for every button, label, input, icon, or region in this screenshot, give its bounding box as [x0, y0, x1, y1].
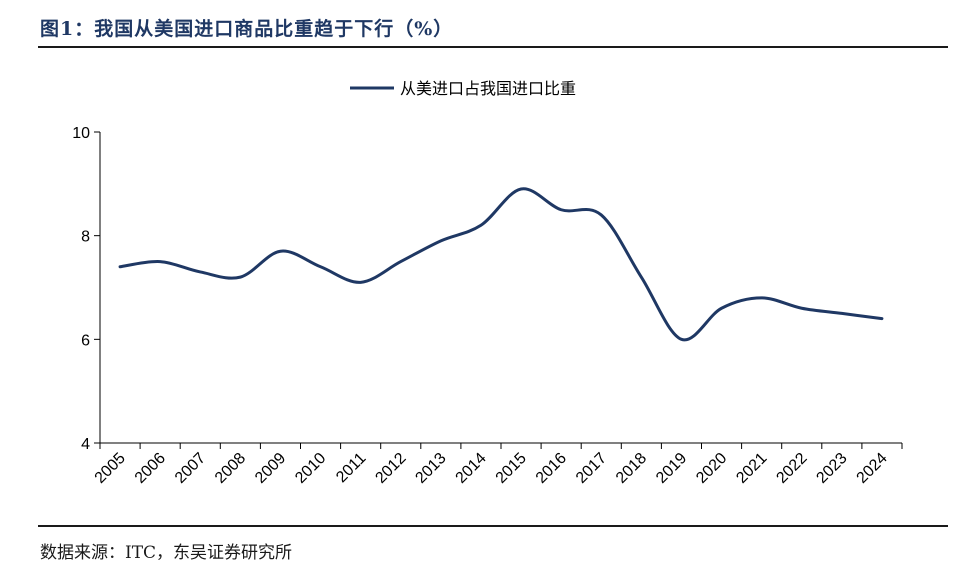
- x-tick-label: 2009: [252, 450, 289, 487]
- y-axis: 4 6 8 10: [72, 125, 101, 453]
- figure-title: 图1：我国从美国进口商品比重趋于下行（%）: [40, 18, 454, 40]
- x-tick-label: 2007: [172, 450, 209, 487]
- x-tick-label: 2012: [372, 450, 409, 487]
- x-tick-label: 2013: [412, 450, 449, 487]
- x-tick-label: 2005: [92, 450, 129, 487]
- legend: 从美进口占我国进口比重: [350, 79, 576, 98]
- x-tick-label: 2023: [813, 450, 850, 487]
- x-tick-label: 2011: [333, 450, 369, 486]
- x-tick-label: 2015: [493, 450, 530, 487]
- x-tick-label: 2006: [132, 450, 169, 487]
- source-note: 数据来源：ITC，东吴证券研究所: [40, 543, 293, 563]
- x-axis: 2005 2006 2007 2008 2009 2010 2011 2012 2013 2014…: [92, 442, 903, 487]
- series-line: [118, 187, 884, 342]
- x-tick-label: 2020: [693, 450, 730, 487]
- legend-label: 从美进口占我国进口比重: [400, 79, 576, 98]
- top-rule: [38, 46, 948, 48]
- series-group: [118, 187, 884, 342]
- y-tick-label: 10: [72, 125, 90, 142]
- x-tick-label: 2016: [533, 450, 570, 487]
- x-tick-label: 2010: [292, 450, 329, 487]
- y-tick-label: 6: [81, 332, 90, 349]
- y-tick-label: 8: [81, 229, 90, 246]
- x-tick-label: 2022: [773, 450, 810, 487]
- bottom-rule: [38, 525, 948, 527]
- x-tick-label: 2017: [573, 450, 610, 487]
- y-tick-label: 4: [81, 436, 90, 453]
- x-tick-label: 2018: [613, 450, 650, 487]
- x-tick-label: 2014: [453, 450, 490, 487]
- x-tick-label: 2008: [212, 450, 249, 487]
- x-tick-label: 2021: [733, 450, 770, 487]
- x-tick-label: 2024: [854, 450, 891, 487]
- x-tick-label: 2019: [653, 450, 690, 487]
